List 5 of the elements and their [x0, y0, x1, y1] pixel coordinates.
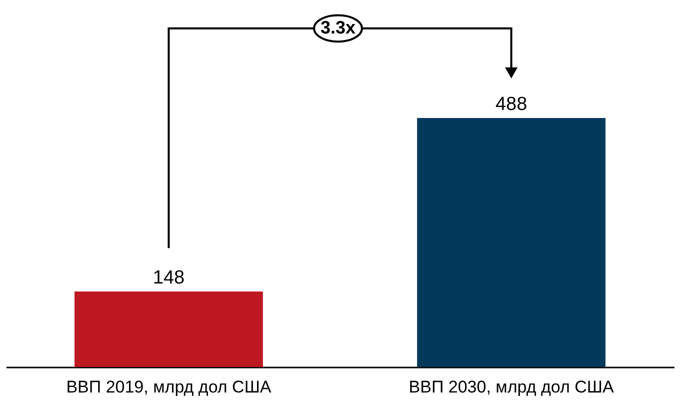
x-tick-label: ВВП 2019, млрд дол США	[66, 378, 272, 396]
data-label: 148	[152, 267, 185, 288]
text: 3.3x	[320, 17, 356, 38]
x-tick-label: ВВП 2030, млрд дол США	[408, 378, 614, 396]
data-label: 488	[495, 94, 528, 116]
